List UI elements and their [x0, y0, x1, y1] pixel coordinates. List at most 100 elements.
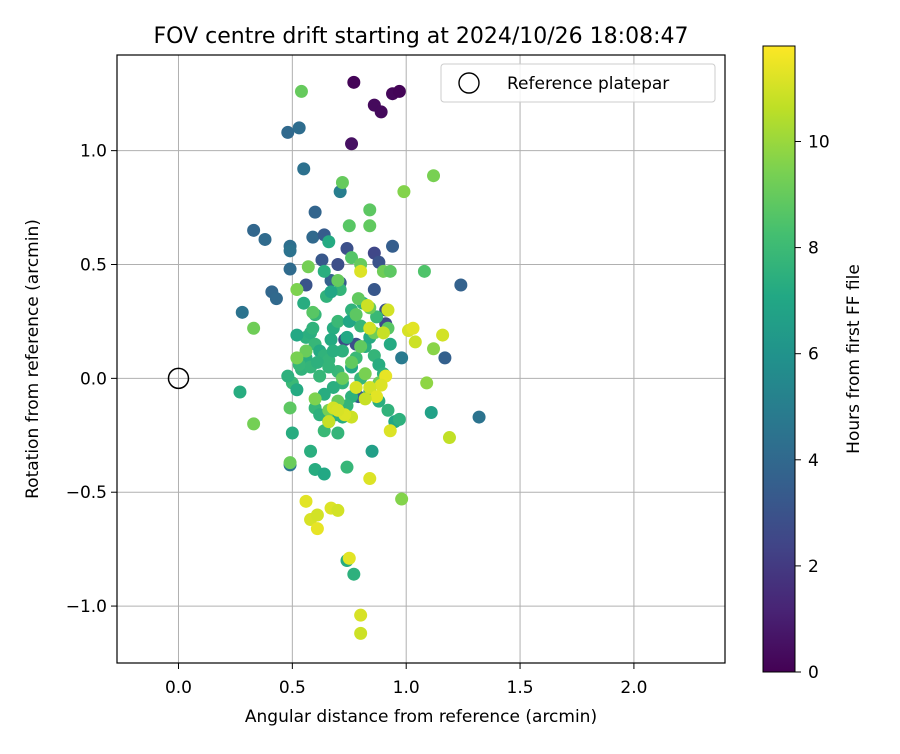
data-point — [324, 333, 338, 347]
data-point — [335, 176, 349, 190]
legend-marker-icon — [458, 72, 480, 94]
data-point — [392, 412, 406, 426]
x-tick-label: 0.0 — [165, 678, 192, 698]
data-point — [436, 328, 450, 342]
reference-marker-group — [167, 367, 190, 390]
colorbar-tick-label: 6 — [808, 345, 819, 365]
plot-frame — [116, 54, 726, 664]
data-point — [306, 321, 320, 335]
x-tick-label: 1.0 — [393, 678, 420, 698]
data-point — [317, 264, 331, 278]
data-point — [322, 235, 336, 249]
colorbar-label: Hours from first FF file — [844, 264, 864, 454]
data-point — [317, 467, 331, 481]
data-point — [427, 169, 441, 183]
colorbar-tick-label: 8 — [808, 239, 819, 259]
data-point — [381, 303, 395, 317]
y-tick-label: −0.5 — [66, 483, 107, 503]
data-point — [454, 278, 468, 292]
data-point — [247, 223, 261, 237]
data-point — [354, 626, 368, 640]
data-point — [331, 426, 345, 440]
data-point — [304, 444, 318, 458]
data-point — [472, 410, 486, 424]
data-point — [290, 328, 304, 342]
data-point — [349, 380, 363, 394]
data-point — [299, 344, 313, 358]
data-point — [247, 417, 261, 431]
data-point — [381, 403, 395, 417]
chart-title: FOV centre drift starting at 2024/10/26 … — [154, 24, 689, 49]
data-point — [360, 298, 374, 312]
data-point — [331, 314, 345, 328]
data-point — [310, 355, 324, 369]
data-point — [370, 310, 384, 324]
x-axis-label: Angular distance from reference (arcmin) — [245, 707, 597, 727]
data-point — [342, 219, 356, 233]
data-point — [386, 239, 400, 253]
data-point — [374, 105, 388, 119]
colorbar-tick-label: 2 — [808, 557, 819, 577]
data-point — [340, 330, 354, 344]
y-axis-ticks: −1.0 −0.5 0.0 0.5 1.0 — [66, 142, 117, 617]
data-point — [358, 367, 372, 381]
colorbar-tick-label: 10 — [808, 132, 830, 152]
data-point — [290, 351, 304, 365]
data-point — [367, 283, 381, 297]
data-point — [235, 305, 249, 319]
data-point — [397, 185, 411, 199]
colorbar — [762, 45, 796, 673]
data-point — [269, 292, 283, 306]
legend: Reference platepar — [440, 63, 716, 103]
data-point — [395, 492, 409, 506]
data-point — [351, 292, 365, 306]
data-point — [326, 344, 340, 358]
data-point — [322, 360, 336, 374]
data-point — [363, 203, 377, 217]
data-point — [392, 84, 406, 98]
data-point — [285, 426, 299, 440]
data-point — [290, 283, 304, 297]
data-point — [383, 337, 397, 351]
data-point — [335, 371, 349, 385]
data-point — [247, 321, 261, 335]
reference-point — [167, 367, 190, 390]
data-point — [310, 508, 324, 522]
data-point — [363, 219, 377, 233]
data-point — [442, 431, 456, 445]
data-point — [370, 390, 384, 404]
data-point — [292, 121, 306, 135]
data-point — [363, 472, 377, 486]
data-point — [349, 308, 363, 322]
data-point — [417, 264, 431, 278]
colorbar-ticks: 0 2 4 6 8 10 — [795, 132, 830, 683]
data-point — [315, 253, 329, 267]
x-tick-label: 1.5 — [507, 678, 534, 698]
colorbar-tick-label: 0 — [808, 663, 819, 683]
data-point — [297, 296, 311, 310]
y-tick-label: −1.0 — [66, 597, 107, 617]
data-point — [283, 262, 297, 276]
data-point — [313, 369, 327, 383]
plot-background — [117, 55, 725, 663]
data-point — [354, 339, 368, 353]
data-point — [342, 551, 356, 565]
x-axis-ticks: 0.0 0.5 1.0 1.5 2.0 — [165, 663, 647, 698]
data-point — [408, 335, 422, 349]
data-point — [299, 494, 313, 508]
data-point — [331, 273, 345, 287]
data-point — [331, 503, 345, 517]
colorbar-tick-label: 4 — [808, 451, 819, 471]
legend-entry: Reference platepar — [507, 74, 669, 94]
data-point — [310, 522, 324, 536]
data-point — [233, 385, 247, 399]
data-point — [331, 403, 345, 417]
data-point — [345, 355, 359, 369]
data-point — [383, 424, 397, 438]
data-point — [395, 351, 409, 365]
x-tick-label: 0.5 — [279, 678, 306, 698]
data-point — [345, 251, 359, 265]
data-point — [383, 264, 397, 278]
data-point — [365, 444, 379, 458]
data-point — [306, 230, 320, 244]
